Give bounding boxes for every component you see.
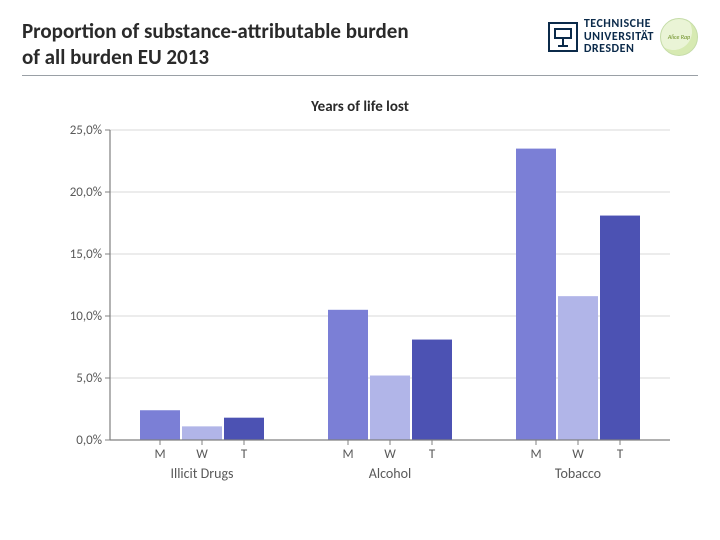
x-sub-label: T <box>429 447 436 462</box>
bar <box>516 148 556 439</box>
bar <box>412 339 452 439</box>
alice-rap-logo-icon: Alice Rap <box>660 18 698 56</box>
x-sub-label: M <box>530 447 541 462</box>
chart-title: Years of life lost <box>22 98 698 116</box>
bar <box>182 426 222 440</box>
y-tick-label: 0,0% <box>76 433 102 448</box>
x-sub-label: T <box>617 447 624 462</box>
bar-chart: 0,0% 5,0% 10,0% 15,0% 20,0% 25,0% M W T Illicit D… <box>40 120 680 500</box>
bar <box>600 215 640 439</box>
bar <box>224 417 264 439</box>
y-tick-label: 5,0% <box>76 371 102 386</box>
x-sub-label: M <box>342 447 353 462</box>
x-sub-label: W <box>384 447 396 462</box>
bar <box>328 309 368 439</box>
header-row: Proportion of substance-attributable bur… <box>22 18 698 76</box>
slide: Proportion of substance-attributable bur… <box>0 0 720 540</box>
tud-logo: TECHNISCHE UNIVERSITÄT DRESDEN <box>548 18 654 56</box>
x-sub-label: T <box>241 447 248 462</box>
x-group-label: Alcohol <box>369 465 411 482</box>
y-tick-label: 20,0% <box>70 185 102 200</box>
bar <box>140 410 180 440</box>
page-title: Proportion of substance-attributable bur… <box>22 18 422 71</box>
tud-line3: DRESDEN <box>584 43 654 56</box>
tud-text: TECHNISCHE UNIVERSITÄT DRESDEN <box>584 18 654 56</box>
x-group-label: Tobacco <box>555 465 601 482</box>
x-sub-label: W <box>572 447 584 462</box>
y-tick-label: 10,0% <box>70 309 102 324</box>
tud-mark-icon <box>548 22 578 52</box>
chart-container: 0,0% 5,0% 10,0% 15,0% 20,0% 25,0% M W T Illicit D… <box>40 120 680 500</box>
y-tick-label: 15,0% <box>70 247 102 262</box>
x-group-label: Illicit Drugs <box>170 465 233 482</box>
bar <box>558 296 598 440</box>
y-tick-label: 25,0% <box>70 123 102 138</box>
logo-row: TECHNISCHE UNIVERSITÄT DRESDEN Alice Rap <box>548 18 698 56</box>
x-sub-label: M <box>154 447 165 462</box>
tud-line1: TECHNISCHE <box>584 18 654 31</box>
alice-rap-label: Alice Rap <box>668 33 690 41</box>
bar <box>370 375 410 439</box>
x-sub-label: W <box>196 447 208 462</box>
